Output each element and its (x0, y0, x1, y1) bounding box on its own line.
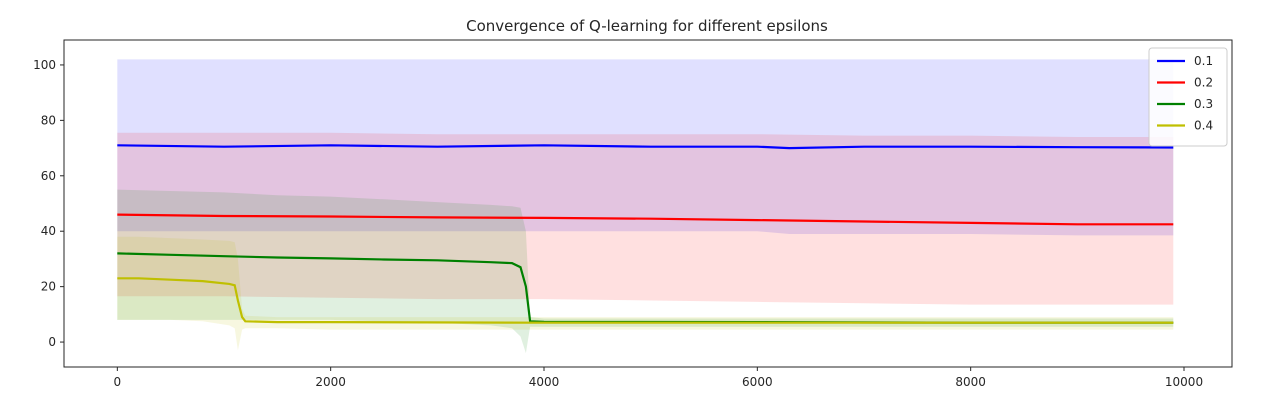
legend-label-0.3: 0.3 (1194, 97, 1213, 111)
y-tick-label: 0 (48, 335, 56, 349)
x-tick-label: 2000 (315, 375, 346, 389)
series-line-0.2 (117, 213, 1174, 226)
x-tick-label: 6000 (742, 375, 773, 389)
y-axis: 0 20 40 60 80 100 (33, 58, 64, 349)
legend-label-0.1: 0.1 (1194, 54, 1213, 68)
legend-box (1148, 47, 1228, 147)
y-tick-label: 80 (41, 113, 56, 127)
confidence-bands (117, 59, 1174, 354)
legend: 0.1 0.2 0.3 0.4 (1148, 47, 1228, 147)
y-tick-label: 60 (41, 169, 56, 183)
y-tick-label: 40 (41, 224, 56, 238)
legend-label-0.2: 0.2 (1194, 76, 1213, 90)
series-lines (117, 144, 1174, 324)
x-tick-label: 8000 (955, 375, 986, 389)
chart-title: Convergence of Q-learning for different … (466, 17, 828, 35)
y-tick-label: 100 (33, 58, 56, 72)
legend-label-0.4: 0.4 (1194, 119, 1213, 133)
x-tick-label: 0 (114, 375, 122, 389)
series-line-0.4 (117, 277, 1174, 324)
band-0.3 (117, 189, 1174, 354)
plot-frame (63, 39, 1233, 368)
x-axis: 0 2000 4000 6000 8000 10000 (114, 367, 1203, 389)
y-tick-label: 20 (41, 280, 56, 294)
x-tick-label: 4000 (529, 375, 560, 389)
x-tick-label: 10000 (1165, 375, 1203, 389)
series-line-0.1 (117, 144, 1174, 150)
